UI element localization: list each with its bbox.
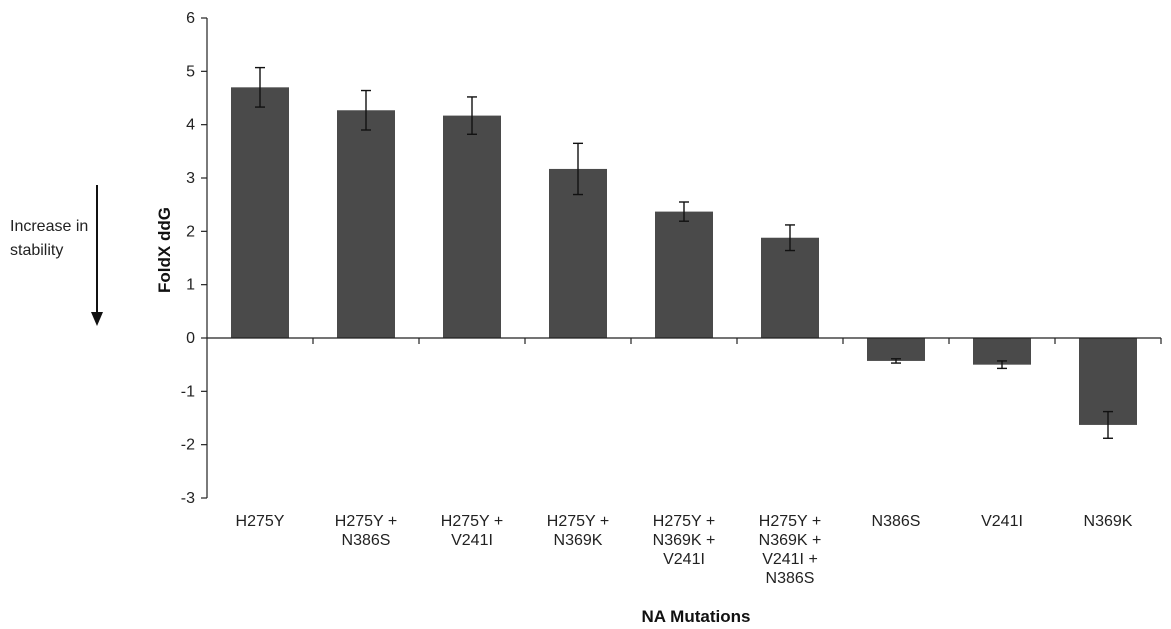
y-tick-label: -3 xyxy=(181,490,195,507)
x-category-label: H275Y + N369K + V241I xyxy=(653,513,716,568)
x-category-labels: H275Y H275Y + N386S H275Y + V241I H275Y + N369… xyxy=(236,513,1133,587)
bar xyxy=(337,110,395,339)
y-tick-label: 5 xyxy=(186,63,195,80)
error-bar xyxy=(573,142,583,196)
x-category-label: H275Y + N369K xyxy=(547,513,609,549)
bar xyxy=(549,168,607,338)
error-bar xyxy=(679,201,689,222)
y-tick-label: 1 xyxy=(186,277,195,294)
error-bar xyxy=(467,96,477,135)
x-category-label: N386S xyxy=(872,513,921,530)
error-bar xyxy=(997,360,1007,370)
annotation-line-1: Increase in xyxy=(10,218,89,235)
error-bars xyxy=(255,66,1113,439)
error-bar xyxy=(891,358,901,364)
y-tick-label: -1 xyxy=(181,383,195,400)
x-category-label: V241I xyxy=(981,513,1023,530)
x-axis-title: NA Mutations xyxy=(642,607,751,626)
y-tick-label: 2 xyxy=(186,223,195,240)
bar xyxy=(443,115,501,338)
bar xyxy=(973,338,1031,365)
error-bar xyxy=(785,224,795,252)
bar xyxy=(761,237,819,338)
x-category-label: H275Y + N369K + V241I + N386S xyxy=(759,513,822,587)
stability-arrow xyxy=(91,185,103,326)
y-tick-label: 4 xyxy=(186,117,195,134)
y-tick-label: 3 xyxy=(186,170,195,187)
x-category-label: N369K xyxy=(1084,513,1133,530)
annotation-line-2: stability xyxy=(10,242,64,259)
x-category-label: H275Y + V241I xyxy=(441,513,503,549)
error-bar xyxy=(361,89,371,131)
y-axis-title: FoldX ddG xyxy=(155,207,174,293)
bar xyxy=(867,338,925,361)
x-category-label: H275Y xyxy=(236,513,285,530)
x-category-label: H275Y + N386S xyxy=(335,513,397,549)
bar xyxy=(1079,338,1137,425)
x-axis xyxy=(207,337,1162,344)
error-bar xyxy=(255,66,265,108)
y-tick-label: 6 xyxy=(186,10,195,27)
y-axis-ticks: -3 -2 -1 0 1 2 3 4 5 6 xyxy=(181,10,207,507)
y-tick-label: 0 xyxy=(186,330,195,347)
y-tick-label: -2 xyxy=(181,437,195,454)
stability-annotation: Increase in stability xyxy=(10,215,140,263)
error-bar xyxy=(1103,410,1113,439)
bar xyxy=(655,211,713,338)
bars xyxy=(231,87,1137,425)
bar xyxy=(231,87,289,338)
